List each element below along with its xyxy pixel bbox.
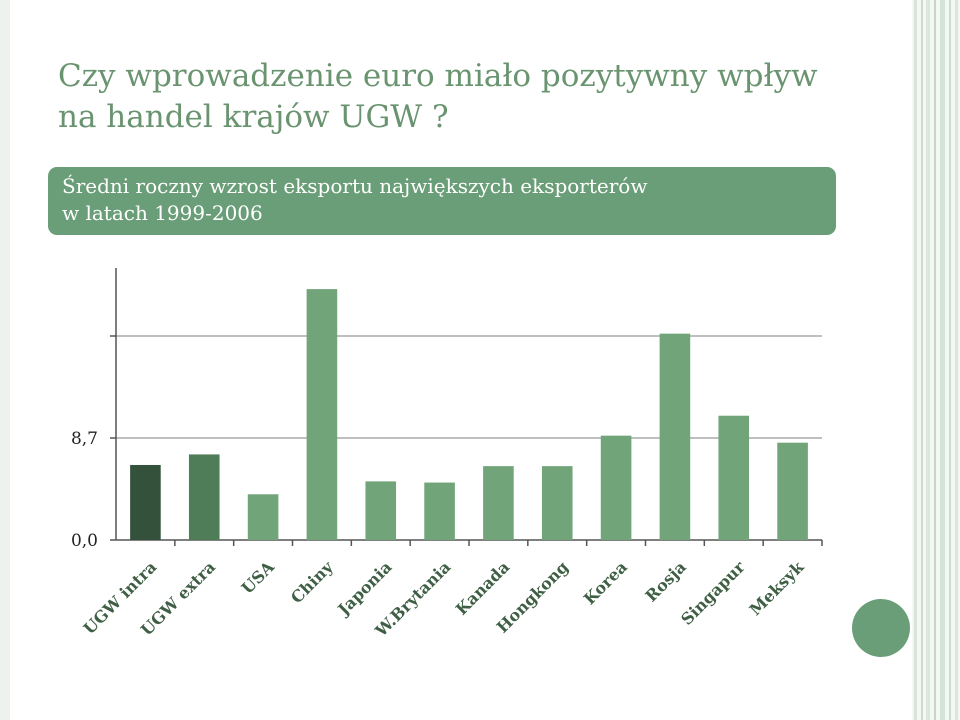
x-category-label: Japonia: [333, 557, 396, 620]
bar-ugw-extra: [188, 454, 220, 540]
right-decor-stripes: [912, 0, 960, 720]
bar-kanada: [483, 466, 514, 540]
y-tick-label: 0,0: [71, 531, 98, 551]
x-category-label: Singapur: [677, 557, 749, 629]
bar-japonia: [365, 481, 397, 540]
slide-title: Czy wprowadzenie euro miało pozytywny wp…: [58, 56, 878, 138]
x-category-label: USA: [238, 557, 279, 598]
bar-usa: [247, 494, 279, 540]
bar-ugw-intra: [130, 464, 161, 540]
x-category-label: Kanada: [452, 557, 513, 618]
bar-singapur: [718, 415, 750, 540]
subtitle-line-2: w latach 1999-2006: [62, 201, 263, 225]
bar-korea: [600, 435, 632, 540]
y-tick-label: 8,7: [71, 429, 98, 449]
bar-rosja: [659, 333, 691, 540]
bar-meksyk: [777, 442, 808, 540]
x-category-label: Chiny: [287, 557, 337, 607]
subtitle-line-1: Średni roczny wzrost eksportu największy…: [62, 174, 648, 198]
bar-hongkong: [541, 466, 573, 540]
bar-chiny: [306, 289, 338, 540]
x-category-label: Korea: [580, 557, 631, 608]
x-category-label: Rosja: [642, 557, 690, 605]
slide-title-line-2: na handel krajów UGW ?: [58, 99, 449, 135]
decorative-circle: [852, 599, 910, 657]
slide-title-line-1: Czy wprowadzenie euro miało pozytywny wp…: [58, 58, 818, 94]
chart-subtitle-banner: Średni roczny wzrost eksportu największy…: [48, 167, 836, 235]
left-decor-stripe: [0, 0, 10, 720]
x-category-label: Meksyk: [746, 557, 808, 619]
bar-w-brytania: [424, 482, 455, 540]
